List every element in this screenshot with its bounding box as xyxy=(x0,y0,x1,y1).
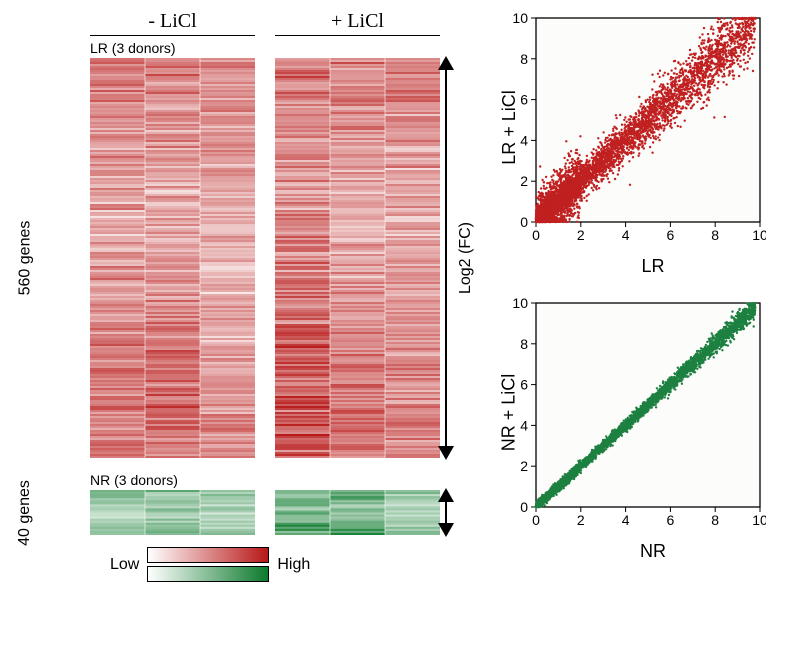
legend-gradients xyxy=(147,547,269,582)
svg-text:4: 4 xyxy=(622,227,630,243)
legend-bar-red xyxy=(147,547,269,563)
nr-scatter-box: NR + LiCl 00224466881010 NR xyxy=(500,297,770,562)
nr-scatter: 00224466881010 xyxy=(500,297,766,537)
condition-header-row: - LiCl + LiCl xyxy=(90,10,480,36)
nr-gene-count: 40 genes xyxy=(10,490,40,535)
log2fc-arrow-nr xyxy=(440,490,480,535)
lr-heatmap-pair xyxy=(90,58,440,458)
nr-donors-label: NR (3 donors) xyxy=(90,472,480,488)
lr-heatmap-plus xyxy=(275,58,440,458)
figure-root: - LiCl + LiCl LR (3 donors) 560 genes Lo… xyxy=(10,10,777,582)
lr-scatter-box: LR + LiCl 00224466881010 LR xyxy=(500,12,770,277)
nr-heatmap-minus xyxy=(90,490,255,535)
nr-scatter-xlabel: NR xyxy=(500,541,770,562)
legend-bar-green xyxy=(147,566,269,582)
legend-high: High xyxy=(277,556,310,574)
lr-donors-label: LR (3 donors) xyxy=(90,40,480,56)
lr-heatmap-minus xyxy=(90,58,255,458)
nr-heatmap-plus xyxy=(275,490,440,535)
cond-minus-licl: - LiCl xyxy=(90,10,255,36)
lr-scatter-ylabel: LR + LiCl xyxy=(494,12,524,242)
lr-scatter: 00224466881010 xyxy=(500,12,766,252)
log2fc-arrow-lr: Log2 (FC) xyxy=(440,58,480,458)
svg-text:2: 2 xyxy=(577,227,585,243)
svg-text:10: 10 xyxy=(752,227,766,243)
svg-text:6: 6 xyxy=(667,227,675,243)
heatmap-panel: - LiCl + LiCl LR (3 donors) 560 genes Lo… xyxy=(10,10,480,582)
nr-heatmap-pair xyxy=(90,490,440,535)
cond-plus-licl: + LiCl xyxy=(275,10,440,36)
lr-gene-count: 560 genes xyxy=(10,58,40,458)
log2fc-label: Log2 (FC) xyxy=(457,222,475,294)
svg-text:0: 0 xyxy=(532,227,540,243)
lr-heatmap-block: 560 genes Log2 (FC) xyxy=(10,58,480,458)
color-legend: Low High xyxy=(110,547,480,582)
svg-text:8: 8 xyxy=(711,227,719,243)
lr-scatter-xlabel: LR xyxy=(500,256,770,277)
nr-heatmap-block: 40 genes xyxy=(10,490,480,535)
legend-low: Low xyxy=(110,556,139,574)
nr-scatter-ylabel: NR + LiCl xyxy=(494,297,524,527)
scatter-panel: LR + LiCl 00224466881010 LR NR + LiCl 00… xyxy=(500,10,770,582)
